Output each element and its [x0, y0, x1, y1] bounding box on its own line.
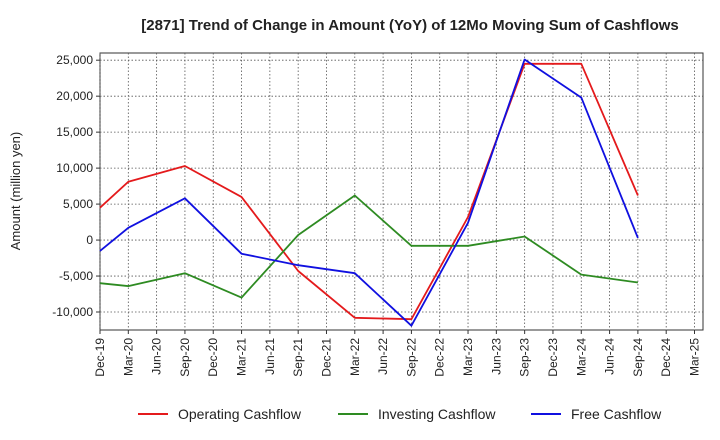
x-tick-label: Mar-23	[461, 338, 475, 376]
legend-label: Operating Cashflow	[178, 406, 302, 422]
x-tick-label: Mar-25	[688, 338, 702, 376]
y-tick-label: 5,000	[63, 197, 93, 211]
x-tick-label: Dec-20	[206, 338, 220, 377]
x-tick-label: Dec-22	[433, 338, 447, 377]
x-tick-label: Sep-24	[631, 338, 645, 377]
x-tick-label: Sep-23	[518, 338, 532, 377]
y-tick-label: 15,000	[56, 125, 93, 139]
x-tick-label: Dec-24	[659, 338, 673, 377]
x-axis-ticks: Dec-19 Mar-20 Jun-20 Sep-20 Dec-20 Mar-21 Jun-…	[93, 330, 702, 377]
y-tick-label: -5,000	[59, 269, 93, 283]
legend: Operating Cashflow Investing Cashflow Free…	[138, 406, 662, 422]
x-tick-label: Jun-24	[603, 338, 617, 375]
y-tick-label: 20,000	[56, 89, 93, 103]
x-tick-label: Jun-22	[376, 338, 390, 375]
x-tick-label: Dec-19	[93, 338, 107, 377]
y-tick-label: 0	[86, 233, 93, 247]
y-axis-label: Amount (million yen)	[8, 132, 23, 251]
x-tick-label: Mar-21	[235, 338, 249, 376]
x-tick-label: Jun-20	[150, 338, 164, 375]
plot-area	[100, 53, 703, 330]
x-tick-label: Mar-22	[348, 338, 362, 376]
legend-label: Investing Cashflow	[378, 406, 496, 422]
x-tick-label: Jun-23	[489, 338, 503, 375]
x-tick-label: Dec-23	[546, 338, 560, 377]
legend-label: Free Cashflow	[571, 406, 662, 422]
x-tick-label: Jun-21	[263, 338, 277, 375]
x-tick-label: Sep-22	[404, 338, 418, 377]
x-tick-label: Dec-21	[319, 338, 333, 377]
y-tick-label: -10,000	[52, 305, 93, 319]
cashflow-chart: [2871] Trend of Change in Amount (YoY) o…	[0, 0, 720, 440]
y-tick-label: 10,000	[56, 161, 93, 175]
y-tick-label: 25,000	[56, 53, 93, 67]
y-axis-ticks: 25,000 20,000 15,000 10,000 5,000 0 -5,000 -10,…	[52, 53, 100, 319]
x-tick-label: Mar-24	[574, 338, 588, 376]
chart-title: [2871] Trend of Change in Amount (YoY) o…	[141, 17, 679, 34]
x-tick-label: Sep-20	[178, 338, 192, 377]
x-tick-label: Sep-21	[291, 338, 305, 377]
x-tick-label: Mar-20	[121, 338, 135, 376]
